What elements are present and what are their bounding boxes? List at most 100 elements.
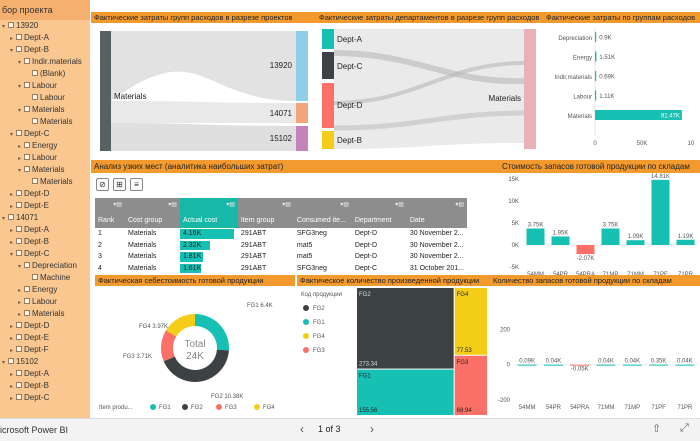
filter-icon[interactable]: ▾▤: [340, 202, 349, 208]
chevron-right-icon[interactable]: ▸: [10, 228, 14, 234]
slicer-item[interactable]: ▾ 13920: [0, 20, 90, 32]
checkbox[interactable]: [24, 262, 30, 268]
table-row[interactable]: 3 Materials 1.81K 291ABT mat5 Dept-D 30 Novemb…: [95, 251, 467, 263]
slicer-item[interactable]: ▸ Dept-D: [0, 320, 90, 332]
checkbox[interactable]: [16, 382, 22, 388]
checkbox[interactable]: [32, 94, 38, 100]
bar[interactable]: [676, 239, 695, 245]
chevron-right-icon[interactable]: ▸: [10, 324, 14, 330]
slicer-item[interactable]: ▸ Dept-C: [0, 392, 90, 404]
column-header[interactable]: Department ▾▤: [351, 198, 407, 228]
chevron-right-icon[interactable]: ▸: [18, 144, 22, 150]
filter-icon[interactable]: ▾▤: [282, 202, 291, 208]
bar[interactable]: [570, 364, 590, 366]
checkbox[interactable]: [16, 334, 22, 340]
sankey1-materials-node[interactable]: [100, 31, 111, 151]
slicer-item[interactable]: ▸ Dept-E: [0, 200, 90, 212]
bar[interactable]: [601, 228, 620, 246]
table-row[interactable]: 4 Materials 1.61K 291ABT SFG3neg Dept-C 31 Oct…: [95, 263, 467, 275]
donut-slice[interactable]: [195, 314, 229, 351]
slicer-item[interactable]: ▾ Materials: [0, 104, 90, 116]
slicer-item[interactable]: ▸ Dept-B: [0, 236, 90, 248]
sankey1-node-13920[interactable]: [296, 31, 308, 101]
slicer-item[interactable]: ▸ Materials: [0, 308, 90, 320]
chevron-right-icon[interactable]: ▸: [10, 204, 14, 210]
sankey2-materials-node[interactable]: [524, 29, 536, 149]
checkbox[interactable]: [24, 58, 30, 64]
bar[interactable]: [649, 364, 669, 366]
filter-icon[interactable]: ▾▤: [168, 202, 177, 208]
chevron-right-icon[interactable]: ▸: [18, 300, 22, 306]
filter-icon[interactable]: ▾▤: [226, 202, 235, 208]
checkbox[interactable]: [24, 310, 30, 316]
bar[interactable]: [543, 364, 563, 366]
slicer-item[interactable]: Labour: [0, 92, 90, 104]
bar[interactable]: [526, 228, 545, 246]
filter-icon[interactable]: ▾▤: [395, 202, 404, 208]
column-header[interactable]: Rank ▾▤: [95, 198, 125, 228]
slicer-item[interactable]: ▸ Dept-B: [0, 380, 90, 392]
slicer-item[interactable]: ▾ Depreciation: [0, 260, 90, 272]
checkbox[interactable]: [24, 154, 30, 160]
treemap-tile[interactable]: [454, 355, 487, 415]
bar[interactable]: [622, 364, 642, 366]
chevron-down-icon[interactable]: ▾: [10, 48, 14, 54]
chevron-down-icon[interactable]: ▾: [10, 132, 14, 138]
sankey2-node-dept-c[interactable]: [322, 52, 334, 79]
treemap-tile[interactable]: [357, 369, 454, 415]
slicer-item[interactable]: ▾ Dept-C: [0, 248, 90, 260]
share-icon[interactable]: ⇧: [652, 423, 662, 435]
table-row[interactable]: 1 Materials 4.16K 291ABT SFG3neg Dept-D 30 Nov…: [95, 228, 467, 240]
checkbox[interactable]: [24, 298, 30, 304]
chevron-down-icon[interactable]: ▾: [18, 264, 22, 270]
sankey2-node-dept-d[interactable]: [322, 83, 334, 128]
column-header[interactable]: Cost group ▾▤: [124, 198, 180, 228]
column-header[interactable]: Item group ▾▤: [237, 198, 294, 228]
column-header[interactable]: Date ▾▤: [406, 198, 467, 228]
checkbox[interactable]: [16, 346, 22, 352]
bar[interactable]: [595, 110, 682, 120]
checkbox[interactable]: [32, 70, 38, 76]
bar[interactable]: [551, 236, 570, 245]
checkbox[interactable]: [16, 394, 22, 400]
bar[interactable]: [576, 245, 595, 255]
checkbox[interactable]: [24, 106, 30, 112]
slicer-item[interactable]: ▸ Dept-A: [0, 368, 90, 380]
chevron-down-icon[interactable]: ▾: [2, 24, 6, 30]
checkbox[interactable]: [16, 46, 22, 52]
checkbox[interactable]: [8, 358, 14, 364]
bar[interactable]: [595, 90, 597, 101]
checkbox[interactable]: [24, 82, 30, 88]
chevron-right-icon[interactable]: ▸: [10, 384, 14, 390]
sankey2-node-dept-b[interactable]: [322, 131, 334, 149]
chevron-right-icon[interactable]: ▸: [10, 192, 14, 198]
chevron-right-icon[interactable]: ▸: [10, 396, 14, 402]
treemap-tile[interactable]: [357, 288, 454, 369]
donut-slice[interactable]: [163, 349, 229, 382]
chevron-down-icon[interactable]: ▾: [18, 108, 22, 114]
slicer-item[interactable]: Materials: [0, 176, 90, 188]
checkbox[interactable]: [8, 214, 14, 220]
bar[interactable]: [595, 71, 597, 81]
slicer-item[interactable]: ▸ Energy: [0, 140, 90, 152]
slicer-item[interactable]: ▸ Dept-E: [0, 332, 90, 344]
treemap-tile[interactable]: [454, 288, 487, 355]
donut-slice[interactable]: [161, 330, 177, 362]
slicer-item[interactable]: ▾ 15102: [0, 356, 90, 368]
checkbox[interactable]: [16, 238, 22, 244]
slicer-item[interactable]: ▸ Dept-A: [0, 224, 90, 236]
checkbox[interactable]: [16, 226, 22, 232]
checkbox[interactable]: [24, 166, 30, 172]
sankey1-node-15102[interactable]: [296, 126, 308, 151]
filter-icon[interactable]: ▾▤: [113, 202, 122, 208]
slicer-item[interactable]: ▸ Dept-A: [0, 32, 90, 44]
chevron-right-icon[interactable]: ▸: [10, 36, 14, 42]
slicer-item[interactable]: ▾ Dept-B: [0, 44, 90, 56]
donut-slice[interactable]: [166, 314, 195, 337]
checkbox[interactable]: [32, 118, 38, 124]
table-settings-icon[interactable]: ≡: [130, 178, 143, 191]
slicer-item[interactable]: ▾ Dept-C: [0, 128, 90, 140]
chevron-down-icon[interactable]: ▾: [10, 252, 14, 258]
chevron-right-icon[interactable]: ▸: [10, 336, 14, 342]
checkbox[interactable]: [32, 274, 38, 280]
